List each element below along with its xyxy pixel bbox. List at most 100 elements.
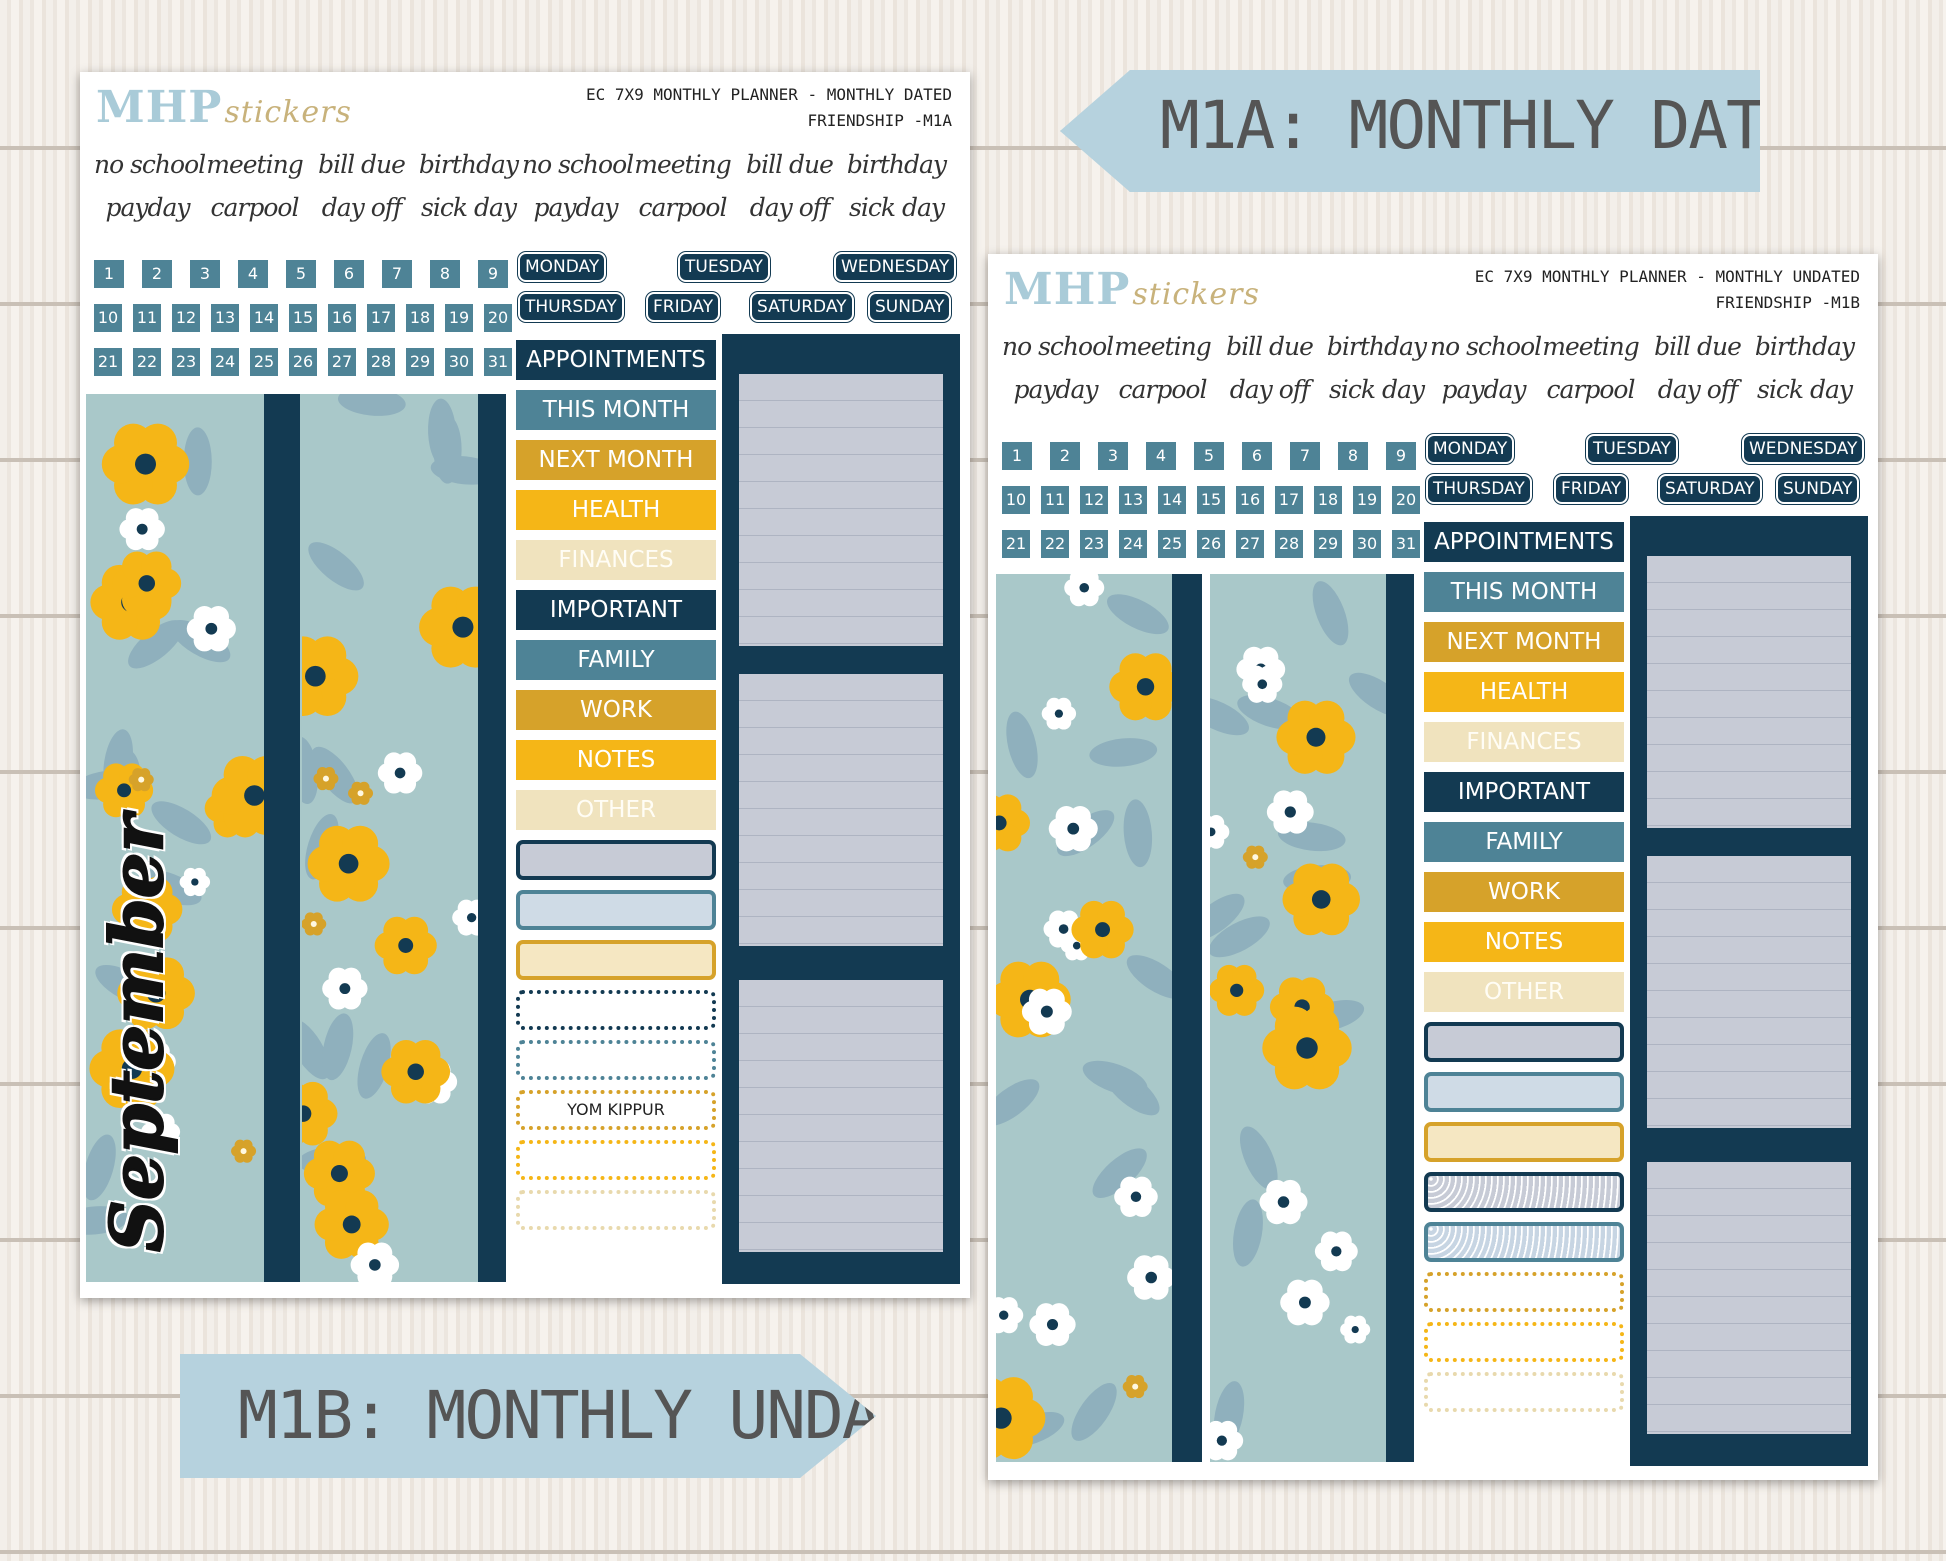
- box-stickers: [1424, 1022, 1624, 1422]
- date-number-sticker: 27: [328, 348, 356, 376]
- floral-strip-right: [302, 394, 478, 1282]
- brand-logo: MHPstickers: [1004, 264, 1260, 315]
- label-sticker: NEXT MONTH: [516, 440, 716, 480]
- box-sticker-yellow-dotted: [1424, 1322, 1624, 1362]
- date-number-sticker: 25: [1158, 530, 1186, 558]
- floral-strip-right: [1210, 574, 1386, 1462]
- tag-m1a: M1A: MONTHLY DATED: [1060, 70, 1760, 192]
- label-sticker: FINANCES: [1424, 722, 1624, 762]
- floral-strip-left: [996, 574, 1172, 1462]
- box-sticker-navy-dots: [1424, 1172, 1624, 1212]
- word-sticker: no school: [522, 150, 634, 179]
- date-number-sticker: 20: [484, 304, 512, 332]
- word-sticker: meeting: [1114, 332, 1211, 361]
- notes-block: [739, 374, 943, 646]
- date-number-sticker: 24: [1119, 530, 1147, 558]
- date-number-sticker: 10: [94, 304, 122, 332]
- weekday-stickers: MONDAY TUESDAY WEDNESDAY THURSDAY FRIDAY SATU…: [518, 252, 958, 332]
- date-number-sticker: 29: [406, 348, 434, 376]
- floral-pattern: [302, 394, 478, 1282]
- box-sticker-navy: [1424, 1022, 1624, 1062]
- notes-block: [739, 980, 943, 1252]
- word-sticker: carpool: [1546, 375, 1636, 404]
- word-sticker: day off: [321, 193, 403, 222]
- box-sticker-gold: [1424, 1122, 1624, 1162]
- navy-strip-right: [1386, 574, 1414, 1462]
- date-number-sticker: 16: [1236, 486, 1264, 514]
- word-sticker: sick day: [849, 193, 945, 222]
- word-sticker: payday: [1441, 375, 1526, 404]
- box-sticker-gold: [516, 940, 716, 980]
- date-number-sticker: 22: [133, 348, 161, 376]
- date-number-sticker: 6: [334, 260, 364, 288]
- box-sticker-cream-dotted: [1424, 1372, 1624, 1412]
- date-number-sticker: 27: [1236, 530, 1264, 558]
- label-sticker: IMPORTANT: [516, 590, 716, 630]
- notes-block: [739, 674, 943, 946]
- floral-pattern: [996, 574, 1172, 1460]
- date-number-sticker: 12: [172, 304, 200, 332]
- date-number-sticker: 30: [445, 348, 473, 376]
- notes-block: [1647, 1162, 1851, 1434]
- weekday-sticker: SUNDAY: [868, 292, 952, 322]
- navy-strip-left: [1172, 574, 1202, 1462]
- date-number-sticker: 6: [1242, 442, 1272, 470]
- box-sticker-cream-dotted: [516, 1190, 716, 1230]
- date-number-sticker: 21: [1002, 530, 1030, 558]
- weekday-sticker: FRIDAY: [1554, 474, 1629, 504]
- word-sticker: carpool: [1118, 375, 1208, 404]
- box-sticker-yellow-dotted: [516, 1140, 716, 1180]
- label-sticker: OTHER: [516, 790, 716, 830]
- date-number-sticker: 23: [1080, 530, 1108, 558]
- date-number-sticker: 24: [211, 348, 239, 376]
- word-sticker: birthday: [418, 150, 519, 179]
- date-number-sticker: 14: [250, 304, 278, 332]
- word-stickers: no school meeting bill due birthday no schoo…: [1002, 332, 1862, 404]
- box-sticker-teal: [516, 890, 716, 930]
- word-sticker: birthday: [846, 150, 947, 179]
- date-number-sticker: 18: [406, 304, 434, 332]
- date-number-sticker: 20: [1392, 486, 1420, 514]
- brand-logo: MHPstickers: [96, 82, 352, 133]
- month-word-sticker: September: [93, 814, 180, 1253]
- word-sticker: carpool: [638, 193, 728, 222]
- word-sticker: no school: [94, 150, 206, 179]
- box-sticker-teal-dotted: [516, 1040, 716, 1080]
- word-sticker: birthday: [1754, 332, 1855, 361]
- date-number-sticker: 12: [1080, 486, 1108, 514]
- box-sticker-navy: [516, 840, 716, 880]
- label-sticker: FINANCES: [516, 540, 716, 580]
- weekday-sticker: FRIDAY: [646, 292, 721, 322]
- date-number-sticker: 16: [328, 304, 356, 332]
- notes-panel: [1630, 516, 1868, 1466]
- weekday-sticker: TUESDAY: [678, 252, 770, 282]
- label-sticker: NOTES: [1424, 922, 1624, 962]
- notes-panel: [722, 334, 960, 1284]
- label-sticker: WORK: [516, 690, 716, 730]
- label-sticker: THIS MONTH: [1424, 572, 1624, 612]
- date-number-sticker: 9: [478, 260, 508, 288]
- notes-block: [1647, 556, 1851, 828]
- box-sticker-teal: [1424, 1072, 1624, 1112]
- navy-strip-left: [264, 394, 300, 1282]
- floral-pattern: [1210, 581, 1386, 1461]
- weekday-sticker: SUNDAY: [1776, 474, 1860, 504]
- date-number-sticker: 14: [1158, 486, 1186, 514]
- date-number-sticker: 15: [289, 304, 317, 332]
- date-number-sticker: 30: [1353, 530, 1381, 558]
- label-sticker: HEALTH: [1424, 672, 1624, 712]
- word-sticker: day off: [1657, 375, 1739, 404]
- date-number-sticker: 19: [445, 304, 473, 332]
- date-number-sticker: 8: [430, 260, 460, 288]
- word-sticker: no school: [1002, 332, 1114, 361]
- date-number-sticker: 3: [190, 260, 220, 288]
- date-number-sticker: 5: [286, 260, 316, 288]
- sheet-subtitle: FRIENDSHIP -M1B: [1715, 293, 1861, 312]
- date-number-sticker: 17: [1275, 486, 1303, 514]
- date-number-sticker: 28: [367, 348, 395, 376]
- date-number-sticker: 3: [1098, 442, 1128, 470]
- tag-m1b: M1B: MONTHLY UNDATED: [180, 1354, 876, 1478]
- word-sticker: payday: [533, 193, 618, 222]
- label-sticker: FAMILY: [1424, 822, 1624, 862]
- word-sticker: birthday: [1326, 332, 1427, 361]
